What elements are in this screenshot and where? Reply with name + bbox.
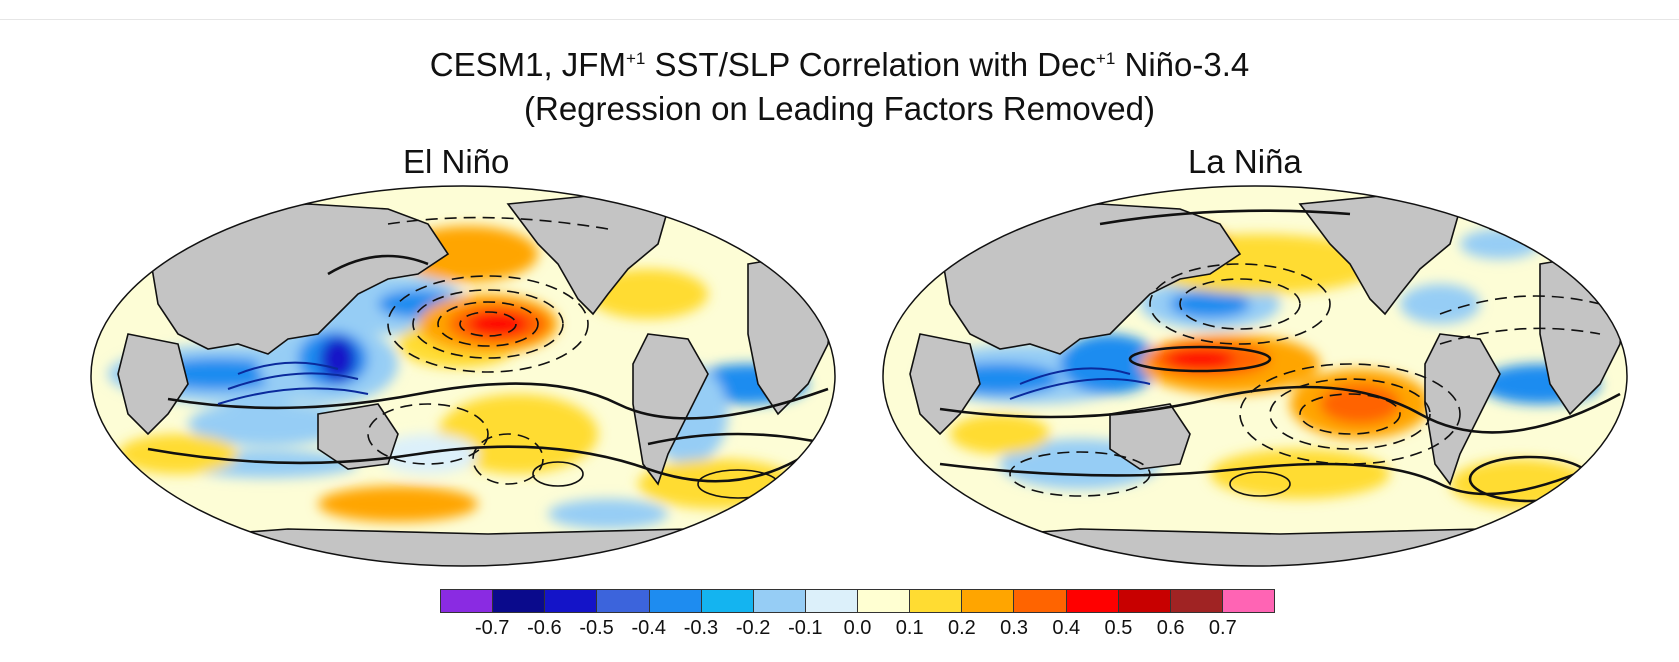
colorbar-swatch bbox=[1222, 590, 1274, 612]
eurasia bbox=[939, 203, 1242, 355]
australia bbox=[1109, 403, 1191, 470]
colorbar-tick-label: 0.4 bbox=[1052, 617, 1081, 639]
contour-zero-line-south bbox=[147, 437, 829, 483]
contour-negative bbox=[459, 311, 517, 337]
africa bbox=[117, 333, 189, 436]
map-el-nino bbox=[90, 185, 836, 567]
colorbar bbox=[440, 589, 1275, 613]
colorbar-swatch bbox=[649, 590, 702, 612]
colorbar-tick-label: -0.5 bbox=[579, 617, 614, 639]
colorbar-tick-label: 0.0 bbox=[843, 617, 872, 639]
contour-positive bbox=[1019, 367, 1131, 385]
top-divider bbox=[0, 19, 1679, 20]
figure-title-line1: CESM1, JFM+1 SST/SLP Correlation with De… bbox=[429, 46, 1250, 83]
panel-title-la-nina: La Niña bbox=[1188, 143, 1302, 180]
slp-contours bbox=[147, 216, 829, 499]
colorbar-swatch bbox=[597, 590, 650, 612]
contour-positive bbox=[1009, 378, 1151, 400]
colorbar-swatch bbox=[805, 590, 858, 612]
colorbar-tick-label: 0.1 bbox=[895, 617, 924, 639]
colorbar-swatch bbox=[1014, 590, 1067, 612]
colorbar-tick-label: 0.6 bbox=[1156, 617, 1185, 639]
contour-negative bbox=[1439, 327, 1601, 345]
eurasia bbox=[147, 203, 450, 355]
contour-positive bbox=[1099, 209, 1351, 226]
contour-negative bbox=[387, 216, 609, 230]
contour-positive bbox=[1229, 471, 1291, 497]
slp-contours bbox=[939, 209, 1621, 503]
contour-positive bbox=[237, 361, 339, 375]
australia bbox=[317, 403, 399, 470]
contour-negative bbox=[412, 289, 564, 359]
colorbar-swatch bbox=[493, 590, 546, 612]
south-america bbox=[1424, 333, 1501, 486]
colorbar-tick-label: 0.2 bbox=[947, 617, 976, 639]
colorbar-swatch bbox=[545, 590, 598, 612]
contour-negative bbox=[1299, 393, 1401, 435]
colorbar-tick-label: -0.2 bbox=[735, 617, 771, 639]
contour-negative bbox=[1179, 278, 1301, 330]
colorbar-labels: -0.7 -0.6 -0.5 -0.4 -0.3 -0.2 -0.1 0.0 0.1 0.2 0.3… bbox=[440, 617, 1275, 641]
contour-negative bbox=[1439, 295, 1601, 315]
colorbar-swatch bbox=[1066, 590, 1119, 612]
contour-negative bbox=[367, 403, 489, 465]
colorbar-swatch bbox=[1118, 590, 1171, 612]
colorbar-swatch bbox=[1170, 590, 1223, 612]
colorbar-tick-label: -0.4 bbox=[631, 617, 666, 639]
contour-zero-line-south bbox=[939, 452, 1621, 496]
contour-positive bbox=[1128, 345, 1272, 373]
colorbar-tick-label: -0.6 bbox=[527, 617, 562, 639]
map-la-nina bbox=[882, 185, 1628, 567]
contour-negative bbox=[387, 275, 589, 373]
colorbar-tick-label: -0.7 bbox=[474, 617, 510, 639]
contour-positive bbox=[217, 387, 369, 405]
colorbar-swatch bbox=[910, 590, 963, 612]
colorbar-tick-label: -0.1 bbox=[788, 617, 823, 639]
colorbar-swatch bbox=[701, 590, 754, 612]
contour-positive bbox=[327, 254, 429, 276]
colorbar-swatch bbox=[858, 590, 911, 612]
contour-negative bbox=[1269, 378, 1431, 450]
contour-zero-line bbox=[939, 385, 1621, 434]
map-outline bbox=[90, 185, 836, 567]
contour-negative bbox=[1149, 263, 1331, 345]
continents bbox=[883, 193, 1627, 566]
colorbar-tick-label: 0.5 bbox=[1104, 617, 1133, 639]
contour-zero-line bbox=[167, 382, 829, 420]
colorbar-tick-label: 0.3 bbox=[1000, 617, 1028, 639]
colorbar-swatch bbox=[441, 590, 494, 612]
colorbar-swatch bbox=[753, 590, 806, 612]
contour-positive bbox=[647, 432, 829, 446]
panel-title-el-nino: El Niño bbox=[403, 143, 510, 180]
colorbar-swatch bbox=[962, 590, 1015, 612]
contour-negative bbox=[1009, 451, 1151, 497]
africa bbox=[909, 333, 981, 436]
map-outline bbox=[882, 185, 1628, 567]
contour-negative bbox=[472, 433, 544, 485]
figure-title-line2: (Regression on Leading Factors Removed) bbox=[524, 90, 1155, 127]
contour-positive bbox=[227, 372, 359, 390]
south-america bbox=[632, 333, 709, 486]
antarctica bbox=[883, 528, 1627, 566]
contour-negative bbox=[437, 301, 539, 347]
contour-positive bbox=[532, 461, 584, 487]
antarctica bbox=[91, 528, 835, 566]
colorbar-tick-label: 0.7 bbox=[1208, 617, 1237, 639]
contour-negative bbox=[1239, 363, 1461, 465]
colorbar-tick-label: -0.3 bbox=[683, 617, 719, 639]
